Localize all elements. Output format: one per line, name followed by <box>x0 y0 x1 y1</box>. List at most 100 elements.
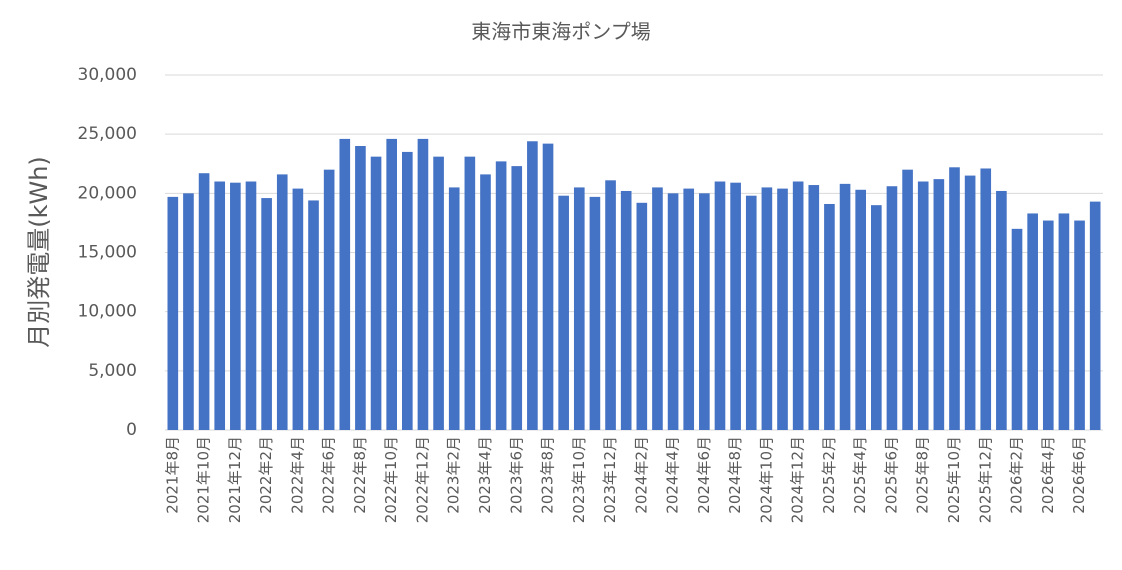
bar <box>261 198 272 430</box>
y-tick-label: 5,000 <box>88 361 137 381</box>
bar <box>949 167 960 431</box>
bar <box>824 203 835 430</box>
bar <box>276 174 288 430</box>
y-tick-label: 25,000 <box>78 124 137 144</box>
bar <box>871 205 882 430</box>
bar <box>699 193 710 430</box>
bar <box>855 189 866 430</box>
bar <box>370 156 382 430</box>
bar <box>589 196 601 430</box>
x-tick-label: 2025年2月 <box>820 436 838 514</box>
bar <box>605 180 616 430</box>
x-tick-label: 2023年12月 <box>601 436 619 523</box>
bar <box>527 141 538 430</box>
bar <box>667 193 679 430</box>
x-tick-label: 2021年8月 <box>163 436 181 514</box>
bar <box>323 169 335 430</box>
bar <box>1058 213 1070 430</box>
bar <box>339 138 351 430</box>
bar <box>308 200 319 430</box>
bar <box>636 202 648 430</box>
x-tick-label: 2026年4月 <box>1039 436 1057 514</box>
x-tick-label: 2022年2月 <box>257 436 275 514</box>
bar <box>198 173 210 430</box>
bar <box>183 193 194 430</box>
x-tick-label: 2024年10月 <box>757 436 775 523</box>
bar <box>839 183 851 430</box>
bar <box>886 186 898 430</box>
x-tick-label: 2025年4月 <box>851 436 869 514</box>
x-tick-label: 2023年2月 <box>445 436 463 514</box>
bar <box>792 181 804 430</box>
x-tick-label: 2022年12月 <box>413 436 431 523</box>
x-tick-label: 2024年12月 <box>789 436 807 523</box>
bar <box>292 188 304 430</box>
bar <box>558 195 569 430</box>
x-tick-label: 2023年10月 <box>570 436 588 523</box>
bar <box>480 174 491 430</box>
chart-title: 東海市東海ポンプ場 <box>471 20 650 44</box>
x-tick-label: 2026年2月 <box>1008 436 1026 514</box>
x-tick-label: 2021年12月 <box>226 436 244 523</box>
bar <box>761 187 773 430</box>
bar <box>542 143 554 430</box>
bar <box>1089 201 1101 430</box>
x-tick-label: 2022年4月 <box>288 436 306 514</box>
x-tick-label: 2025年6月 <box>882 436 900 514</box>
bar <box>495 161 507 430</box>
x-tick-label: 2022年8月 <box>351 436 369 514</box>
x-tick-label: 2025年8月 <box>914 436 932 514</box>
bar <box>386 138 397 430</box>
bar <box>1074 220 1085 430</box>
bar <box>1042 220 1054 430</box>
y-tick-label: 15,000 <box>78 243 137 263</box>
x-tick-label: 2023年6月 <box>507 436 525 514</box>
bar <box>964 175 976 430</box>
bar <box>933 179 945 430</box>
bar <box>230 182 241 430</box>
bar <box>245 181 257 430</box>
y-tick-label: 20,000 <box>78 183 137 203</box>
y-tick-label: 30,000 <box>78 65 137 85</box>
bar <box>745 195 757 430</box>
x-tick-label: 2025年10月 <box>945 436 963 523</box>
x-tick-label: 2024年6月 <box>695 436 713 514</box>
bar <box>902 169 913 430</box>
bar <box>511 166 523 430</box>
x-tick-label: 2022年6月 <box>320 436 338 514</box>
x-tick-label: 2026年6月 <box>1070 436 1088 514</box>
y-axis-label: 月別発電量(kWh) <box>25 156 53 348</box>
x-tick-label: 2022年10月 <box>382 436 400 523</box>
bar <box>167 196 179 430</box>
bar <box>402 151 413 430</box>
bar <box>652 187 663 430</box>
bar <box>620 190 632 430</box>
x-tick-label: 2023年4月 <box>476 436 494 514</box>
x-tick-label: 2025年12月 <box>976 436 994 523</box>
bar <box>683 188 695 430</box>
x-tick-label: 2024年2月 <box>632 436 650 514</box>
bar <box>433 156 444 430</box>
y-tick-label: 10,000 <box>78 302 137 322</box>
bar <box>355 146 366 430</box>
bar <box>730 182 741 430</box>
bar <box>464 156 476 430</box>
x-tick-label: 2024年8月 <box>726 436 744 514</box>
bar <box>448 187 460 430</box>
x-tick-label: 2023年8月 <box>539 436 557 514</box>
x-tick-label: 2024年4月 <box>664 436 682 514</box>
bar <box>996 190 1007 430</box>
x-tick-label: 2021年10月 <box>195 436 213 523</box>
bar <box>980 168 992 430</box>
y-tick-label: 0 <box>126 420 137 440</box>
bar <box>573 187 585 430</box>
bar <box>417 138 429 430</box>
bar <box>777 188 788 430</box>
bar <box>1027 213 1038 430</box>
bar <box>214 181 226 430</box>
bar <box>808 185 820 430</box>
bar <box>1011 228 1023 430</box>
bar <box>714 181 726 430</box>
